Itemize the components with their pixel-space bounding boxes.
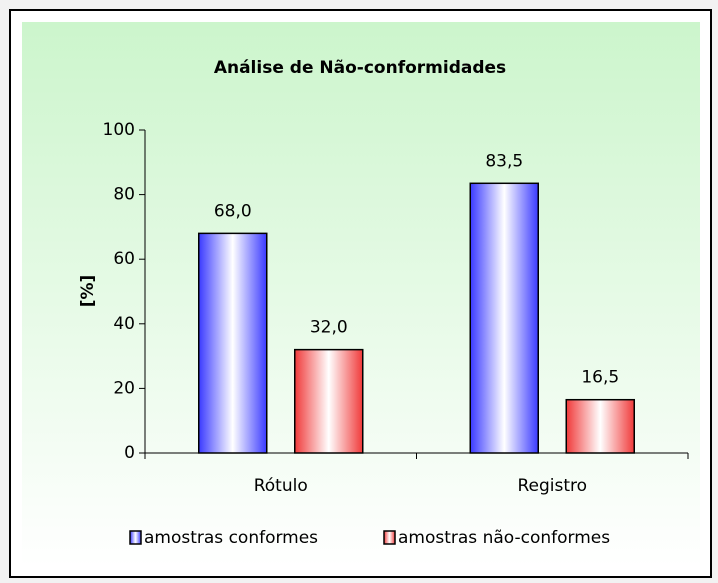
chart-area: [22, 22, 700, 566]
value-label: 68,0: [214, 201, 252, 221]
legend-label: amostras não-conformes: [398, 528, 610, 548]
y-tick-label: 60: [113, 249, 135, 269]
legend-swatch: [129, 530, 142, 545]
y-tick-label: 100: [103, 120, 135, 140]
value-label: 83,5: [485, 151, 523, 171]
y-tick-label: 40: [113, 314, 135, 334]
chart-title: Análise de Não-conformidades: [214, 58, 506, 78]
y-tick-label: 20: [113, 378, 135, 398]
x-tick-label: Rótulo: [254, 476, 308, 496]
bar: [198, 232, 268, 454]
bar: [565, 398, 635, 454]
x-tick-label: Registro: [517, 476, 587, 496]
y-tick-label: 80: [113, 185, 135, 205]
value-label: 32,0: [310, 318, 348, 338]
bar: [294, 348, 364, 454]
value-label: 16,5: [581, 368, 619, 388]
legend-swatch: [383, 530, 396, 545]
bar: [469, 182, 539, 454]
legend-label: amostras conformes: [144, 528, 318, 548]
y-axis-label: [%]: [78, 275, 98, 308]
y-tick-label: 0: [124, 443, 135, 463]
